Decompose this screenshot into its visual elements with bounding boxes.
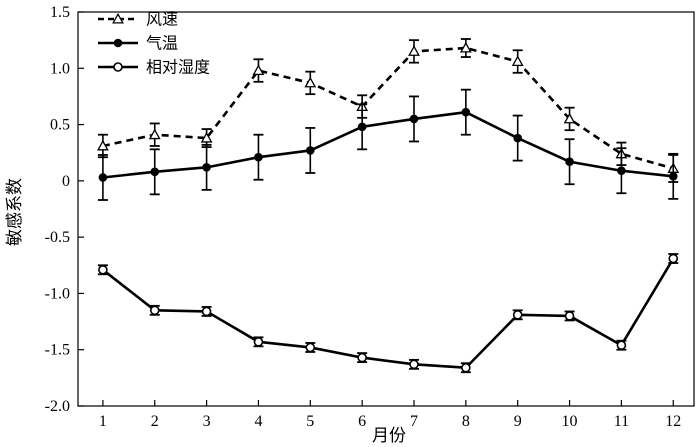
data-point [96, 139, 109, 151]
data-point [252, 64, 265, 76]
y-tick-label: -2.0 [45, 398, 70, 415]
data-point [200, 131, 213, 143]
data-point [150, 167, 160, 177]
series-3 [97, 253, 679, 374]
x-tick-label: 11 [614, 413, 629, 430]
y-tick-label: -0.5 [45, 229, 70, 246]
series-line [102, 257, 675, 370]
data-point [408, 45, 420, 56]
data-point [409, 359, 419, 370]
legend-label: 风速 [146, 10, 178, 29]
series-line [102, 46, 674, 170]
plot-frame [77, 11, 695, 407]
data-point [668, 172, 678, 181]
data-point [513, 133, 523, 143]
data-point [565, 157, 574, 167]
x-tick-label: 6 [358, 413, 366, 430]
legend-marker [112, 12, 124, 24]
x-tick-label: 7 [410, 413, 418, 430]
legend-marker [113, 38, 123, 48]
data-point [459, 41, 472, 53]
data-point [305, 146, 315, 155]
data-point [304, 76, 317, 88]
legend-label: 相对湿度 [146, 58, 210, 77]
data-point [617, 166, 626, 176]
data-point [461, 107, 471, 117]
legend-item-1: 风速 [98, 10, 178, 29]
data-point [564, 311, 575, 321]
x-tick-label: 5 [306, 413, 314, 430]
y-tick-label: 0.5 [50, 117, 70, 134]
data-point [512, 310, 523, 320]
y-tick-label: 1.0 [50, 60, 70, 77]
legend-marker [113, 62, 123, 72]
data-point [357, 352, 367, 363]
y-axis-title: 敏感系数 [5, 178, 25, 246]
x-tick-label: 8 [462, 413, 470, 430]
data-point [254, 152, 263, 162]
x-tick-label: 3 [203, 413, 211, 430]
y-tick-label: 1.5 [50, 4, 70, 21]
x-tick-label: 12 [665, 413, 681, 430]
data-point [98, 264, 108, 275]
x-tick-label: 2 [151, 413, 159, 430]
legend-item-2: 气温 [98, 34, 178, 53]
data-point [98, 173, 108, 182]
x-axis-title: 月份 [372, 426, 406, 446]
data-point [616, 340, 627, 351]
series-2 [97, 88, 679, 201]
y-tick-label: 0 [62, 173, 70, 190]
legend-item-3: 相对湿度 [98, 58, 210, 77]
data-point [668, 253, 679, 264]
data-point [201, 306, 212, 317]
data-point [149, 305, 160, 316]
data-point [409, 114, 419, 124]
data-point [305, 342, 316, 353]
series-layer [96, 38, 680, 374]
x-tick-label: 4 [254, 413, 262, 430]
data-point [148, 128, 161, 140]
x-tick-label: 9 [514, 413, 522, 430]
data-point [202, 163, 211, 172]
axes: 1.51.00.50-0.5-1.0-1.5-2.01 2 3 4 5 6 7 8 9 10 11 1… [45, 4, 695, 430]
legend-label: 气温 [146, 34, 178, 53]
x-tick-label: 1 [99, 413, 107, 430]
x-tick-label: 10 [562, 413, 578, 430]
data-point [357, 122, 367, 132]
series-line [102, 110, 674, 179]
data-point [511, 55, 524, 67]
data-point [253, 337, 264, 347]
y-tick-label: -1.5 [45, 342, 70, 359]
data-point [461, 362, 471, 373]
data-point [563, 112, 576, 124]
y-tick-label: -1.0 [45, 285, 70, 302]
